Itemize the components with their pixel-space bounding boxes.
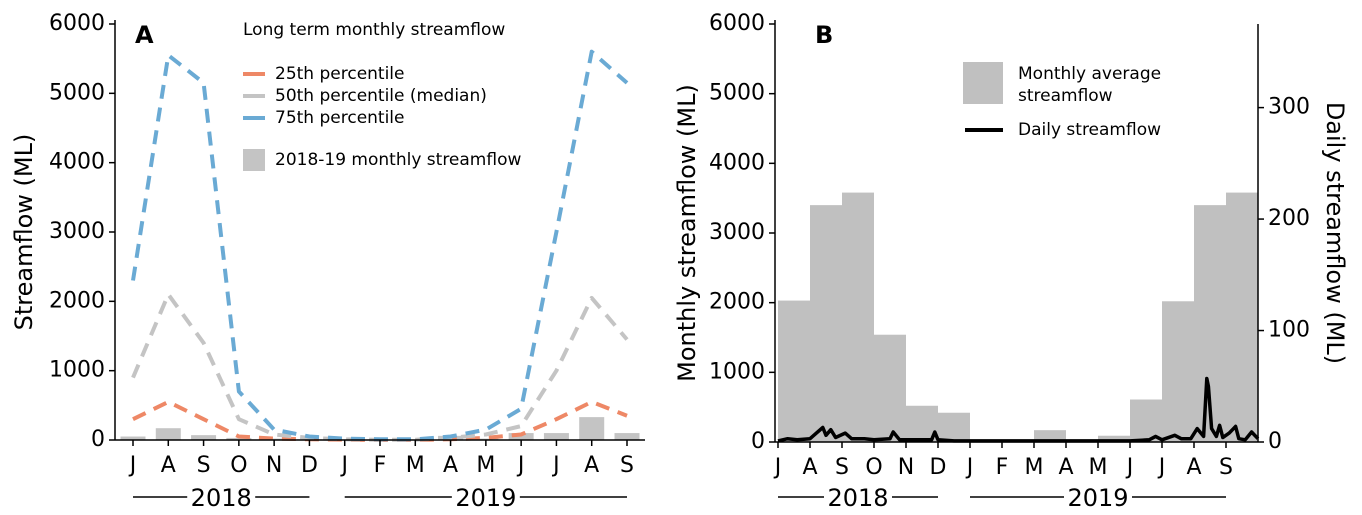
x-tick-label: A	[161, 453, 176, 478]
legend-swatch	[963, 62, 1003, 104]
y-tick-label: 0	[91, 427, 105, 452]
x-tick-label: N	[898, 455, 914, 480]
x-tick-label: A	[802, 455, 817, 480]
y-tick-label: 3000	[49, 219, 105, 244]
y-axis-label: Monthly streamflow (ML)	[673, 84, 701, 382]
x-tick-label: S	[1219, 455, 1233, 480]
bar	[508, 433, 534, 440]
y-tick-label: 6000	[709, 11, 765, 36]
legend-label: 2018-19 monthly streamflow	[275, 150, 521, 170]
legend-label: 25th percentile	[275, 64, 405, 84]
y2-tick-label: 100	[1268, 318, 1310, 343]
bar	[120, 436, 146, 440]
legend-label: Daily streamflow	[1018, 120, 1161, 140]
x-tick-label: F	[996, 455, 1009, 480]
x-tick-label: S	[197, 453, 211, 478]
x-tick-label: J	[773, 455, 782, 480]
bar	[1162, 301, 1194, 442]
x-tick-label: J	[339, 453, 348, 478]
y-tick-label: 6000	[49, 11, 105, 36]
y-tick-label: 3000	[709, 220, 765, 245]
legend-label: Monthly average streamflow	[1018, 64, 1161, 106]
y-tick-label: 5000	[709, 81, 765, 106]
bar	[1034, 430, 1066, 442]
x-tick-label: F	[374, 453, 387, 478]
bar	[1226, 192, 1258, 442]
panel-label: A	[135, 21, 154, 49]
group-label: 2019	[455, 484, 516, 512]
bar	[579, 417, 605, 440]
group-label: 2018	[827, 484, 888, 512]
y-tick-label: 1000	[49, 358, 105, 383]
y2-tick-label: 300	[1268, 95, 1310, 120]
group-label: 2018	[191, 484, 252, 512]
x-tick-label: A	[443, 453, 458, 478]
y-tick-label: 2000	[49, 288, 105, 313]
x-tick-label: N	[266, 453, 282, 478]
legend-swatch	[243, 149, 265, 171]
x-tick-label: O	[230, 453, 247, 478]
y2-tick-label: 200	[1268, 206, 1310, 231]
y-tick-label: 2000	[709, 290, 765, 315]
x-tick-label: J	[128, 453, 137, 478]
legend-label: 75th percentile	[275, 108, 405, 128]
series-line	[777, 376, 1260, 443]
bar	[155, 428, 181, 440]
x-tick-label: A	[584, 453, 599, 478]
x-tick-label: A	[1186, 455, 1201, 480]
x-tick-label: D	[930, 455, 947, 480]
bar	[191, 435, 217, 440]
x-tick-label: O	[865, 455, 882, 480]
x-tick-label: J	[965, 455, 974, 480]
x-tick-label: J	[1157, 455, 1166, 480]
bar	[874, 334, 906, 442]
x-tick-label: M	[406, 453, 425, 478]
y-tick-label: 4000	[49, 150, 105, 175]
x-tick-label: M	[1089, 455, 1108, 480]
y2-axis-label: Daily streamflow (ML)	[1321, 102, 1349, 364]
panel-label: B	[815, 21, 833, 49]
group-label: 2019	[1067, 484, 1128, 512]
x-tick-label: D	[301, 453, 318, 478]
y-tick-label: 5000	[49, 80, 105, 105]
x-tick-label: J	[516, 453, 525, 478]
legend-title: Long term monthly streamflow	[243, 20, 505, 40]
series-line	[131, 292, 629, 442]
y2-tick-label: 0	[1268, 429, 1282, 454]
bar	[226, 437, 252, 440]
x-tick-label: S	[835, 455, 849, 480]
bar	[842, 192, 874, 442]
bar	[778, 300, 810, 442]
legend-label: 50th percentile (median)	[275, 86, 487, 106]
y-tick-label: 0	[751, 429, 765, 454]
x-tick-label: S	[620, 453, 634, 478]
bar	[938, 412, 970, 442]
y-tick-label: 1000	[709, 359, 765, 384]
bar	[1130, 399, 1162, 442]
x-tick-label: J	[1125, 455, 1134, 480]
bar	[1098, 435, 1130, 442]
y-axis-label: Streamflow (ML)	[10, 134, 38, 331]
bar	[543, 433, 569, 440]
x-tick-label: M	[476, 453, 495, 478]
x-tick-label: J	[551, 453, 560, 478]
x-tick-label: M	[1025, 455, 1044, 480]
x-tick-label: A	[1058, 455, 1073, 480]
bar	[810, 205, 842, 442]
y-tick-label: 4000	[709, 150, 765, 175]
bar	[614, 433, 640, 440]
